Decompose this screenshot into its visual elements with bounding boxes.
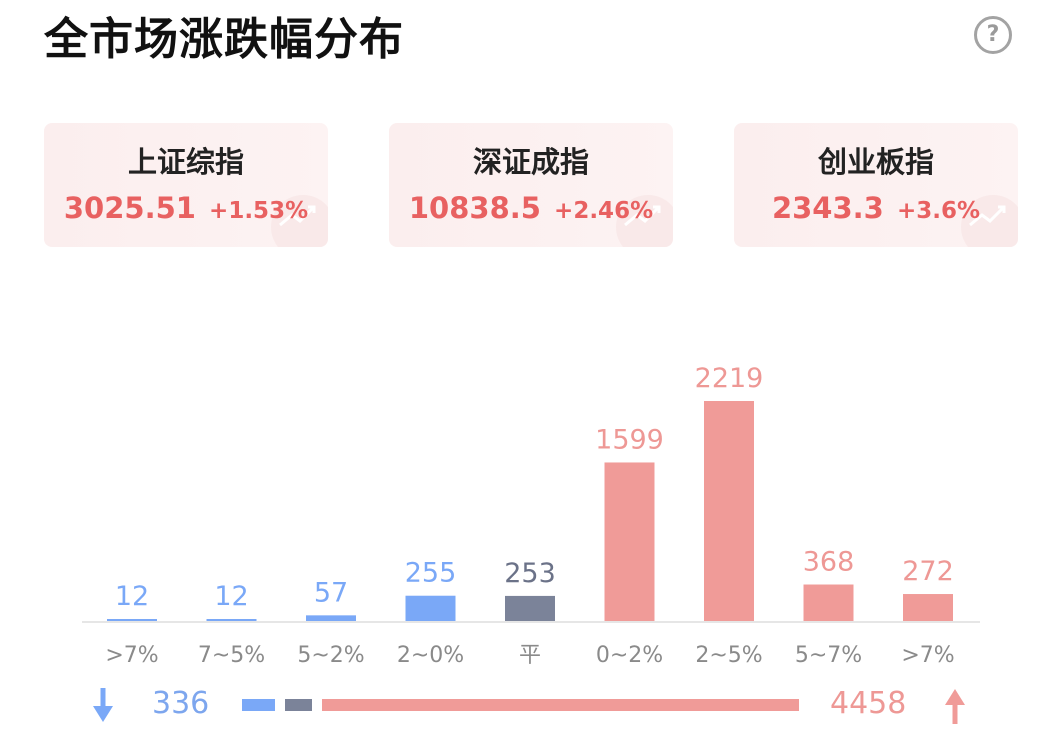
index-value: 2343.3 bbox=[771, 191, 884, 225]
down-total: 336 bbox=[152, 686, 210, 721]
bar[interactable] bbox=[704, 401, 754, 621]
data-label: 2219 bbox=[695, 363, 764, 394]
x-tick-label: 0~2% bbox=[596, 643, 663, 668]
arrow-up-icon bbox=[945, 689, 965, 724]
bar[interactable] bbox=[107, 619, 157, 621]
help-icon[interactable]: ? bbox=[974, 16, 1012, 54]
x-tick-label: 7~5% bbox=[198, 643, 265, 668]
bar[interactable] bbox=[306, 615, 356, 621]
index-value: 3025.51 bbox=[63, 191, 196, 225]
x-tick-label: 5~7% bbox=[795, 643, 862, 668]
bar[interactable] bbox=[604, 462, 655, 621]
trend-up-icon bbox=[271, 195, 328, 247]
index-card-chinext[interactable]: 创业板指 2343.3 +3.6% bbox=[734, 123, 1018, 247]
x-tick-label: 平 bbox=[519, 643, 541, 668]
data-label: 1599 bbox=[595, 424, 664, 455]
data-label: 57 bbox=[314, 577, 348, 608]
data-label: 368 bbox=[803, 547, 855, 578]
x-tick-label: 2~5% bbox=[695, 643, 762, 668]
bar[interactable] bbox=[505, 595, 555, 621]
x-tick-label: >7% bbox=[901, 643, 954, 668]
data-label: 255 bbox=[405, 558, 457, 589]
arrow-down-icon bbox=[93, 688, 113, 722]
summary-down-segment bbox=[242, 699, 275, 711]
page-title: 全市场涨跌幅分布 bbox=[44, 14, 404, 65]
data-label: 272 bbox=[902, 556, 954, 587]
bar[interactable] bbox=[803, 584, 854, 621]
bar[interactable] bbox=[405, 595, 456, 621]
index-name: 创业板指 bbox=[817, 145, 934, 179]
summary-flat-segment bbox=[285, 699, 312, 711]
x-tick-label: >7% bbox=[105, 643, 158, 668]
index-name: 深证成指 bbox=[472, 145, 589, 179]
index-value: 10838.5 bbox=[408, 191, 541, 225]
data-label: 12 bbox=[214, 581, 248, 612]
summary-up-segment bbox=[322, 699, 799, 711]
data-label: 253 bbox=[504, 558, 556, 589]
index-change: +1.53% bbox=[209, 198, 309, 224]
bar[interactable] bbox=[206, 619, 257, 621]
trend-up-icon bbox=[961, 195, 1018, 247]
up-total: 4458 bbox=[830, 686, 907, 721]
index-card-szse[interactable]: 深证成指 10838.5 +2.46% bbox=[389, 123, 673, 247]
x-tick-label: 2~0% bbox=[397, 643, 464, 668]
x-tick-label: 5~2% bbox=[297, 643, 364, 668]
trend-up-icon bbox=[616, 195, 673, 247]
index-change: +3.6% bbox=[896, 198, 981, 224]
index-change: +2.46% bbox=[554, 198, 654, 224]
bar[interactable] bbox=[903, 594, 953, 621]
index-name: 上证综指 bbox=[127, 145, 244, 179]
data-label: 12 bbox=[115, 581, 149, 612]
index-card-sse[interactable]: 上证综指 3025.51 +1.53% bbox=[44, 123, 328, 247]
